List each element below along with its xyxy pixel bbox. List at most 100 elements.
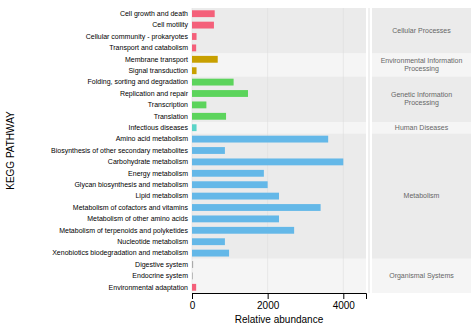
- y-tick-label: Digestive system: [135, 261, 188, 269]
- group-box: [372, 8, 471, 54]
- y-tick: Energy metabolism: [128, 170, 188, 178]
- bar: [192, 158, 343, 165]
- group-box: [372, 133, 471, 258]
- y-tick-label: Translation: [154, 113, 188, 120]
- bar: [192, 193, 279, 200]
- y-tick: Environmental adaptation: [109, 284, 188, 292]
- group-bands: [192, 8, 366, 293]
- x-tick-mark: [192, 293, 193, 299]
- x-tick: 2000: [257, 293, 280, 311]
- x-axis-line: [193, 294, 367, 300]
- y-tick: Signal transduction: [128, 67, 188, 75]
- y-tick-label: Infectious diseases: [128, 124, 188, 131]
- grid: [192, 8, 343, 293]
- group-label: Cellular Processes: [392, 27, 451, 34]
- y-tick-label: Transcription: [148, 101, 188, 109]
- y-tick-label: Cell growth and death: [120, 10, 188, 18]
- group-box: [372, 54, 471, 77]
- bar: [192, 22, 214, 29]
- y-tick: Folding, sorting and degradation: [88, 78, 189, 86]
- y-tick: Metabolism of terpenoids and polyketides: [59, 227, 188, 235]
- bar: [192, 10, 215, 17]
- group-label-line: Genetic Information: [391, 91, 452, 98]
- y-tick: Cell growth and death: [120, 10, 188, 18]
- group-label-line: Metabolism: [404, 192, 440, 199]
- bar: [192, 250, 229, 257]
- bar: [192, 44, 196, 51]
- group-label: Organismal Systems: [389, 272, 454, 280]
- bar: [192, 181, 268, 188]
- y-tick-label: Environmental adaptation: [109, 284, 188, 292]
- bar: [192, 272, 193, 279]
- x-tick-mark: [343, 293, 344, 299]
- y-tick-label: Lipid metabolism: [135, 192, 188, 200]
- x-tick-mark: [268, 293, 269, 299]
- bar: [192, 170, 264, 177]
- group-label: Genetic InformationProcessing: [391, 91, 452, 107]
- group-label-line: Environmental Information: [381, 57, 463, 64]
- group-label: Metabolism: [404, 192, 440, 199]
- x-axis: 0 2000 4000: [190, 293, 367, 311]
- y-tick: Transport and catabolism: [109, 44, 188, 52]
- bar: [192, 227, 294, 234]
- y-tick: Translation: [154, 113, 188, 120]
- group-box: [372, 259, 471, 293]
- y-tick: Nucleotide metabolism: [117, 238, 188, 245]
- y-tick-label: Glycan biosynthesis and metabolism: [74, 181, 188, 189]
- y-tick: Biosynthesis of other secondary metaboli…: [51, 147, 188, 155]
- group-label-line: Cellular Processes: [392, 27, 451, 34]
- y-tick: Xenobiotics biodegradation and metabolis…: [52, 249, 188, 257]
- bar: [192, 238, 225, 245]
- y-tick: Cellular community - prokaryotes: [86, 33, 189, 41]
- y-tick-label: Membrane transport: [125, 56, 188, 64]
- y-tick: Amino acid metabolism: [116, 135, 189, 142]
- y-tick-label: Carbohydrate metabolism: [108, 158, 188, 166]
- bar: [192, 67, 197, 74]
- bar: [192, 136, 328, 143]
- bar: [192, 101, 206, 108]
- y-tick-label: Endocrine system: [132, 272, 188, 280]
- y-tick: Digestive system: [135, 261, 188, 269]
- y-tick-label: Transport and catabolism: [109, 44, 188, 52]
- bar: [192, 215, 279, 222]
- y-tick-label: Metabolism of cofactors and vitamins: [73, 204, 189, 211]
- y-tick-label: Folding, sorting and degradation: [88, 78, 189, 86]
- bar: [192, 147, 225, 154]
- x-axis-title: Relative abundance: [235, 314, 324, 325]
- bar: [192, 204, 321, 211]
- y-tick: Transcription: [148, 101, 188, 109]
- y-tick-label: Nucleotide metabolism: [117, 238, 188, 245]
- y-tick: Carbohydrate metabolism: [108, 158, 188, 166]
- y-tick: Cell motility: [152, 21, 188, 29]
- group-band: [192, 8, 366, 54]
- y-tick: Infectious diseases: [128, 124, 188, 131]
- y-tick-label: Signal transduction: [128, 67, 188, 75]
- y-axis-title: KEGG PATHWAY: [5, 111, 16, 190]
- y-axis: Cell growth and death Cell motility Cellul…: [51, 10, 189, 292]
- y-tick: Membrane transport: [125, 56, 188, 64]
- grid-line: [343, 8, 344, 293]
- y-tick-label: Metabolism of other amino acids: [87, 215, 188, 222]
- y-tick-label: Cellular community - prokaryotes: [86, 33, 189, 41]
- bars: [192, 10, 343, 290]
- group-band: [192, 76, 366, 122]
- x-tick-label: 4000: [333, 300, 356, 311]
- y-tick-label: Biosynthesis of other secondary metaboli…: [51, 147, 188, 155]
- group-panel: Cellular Processes Environmental Informat…: [372, 8, 471, 293]
- group-label-line: Human Diseases: [395, 124, 449, 131]
- group-band: [192, 133, 366, 258]
- x-tick-label: 0: [190, 300, 196, 311]
- y-tick-label: Cell motility: [152, 21, 188, 29]
- grid-line: [267, 8, 268, 293]
- y-tick: Metabolism of other amino acids: [87, 215, 188, 222]
- group-label: Human Diseases: [395, 124, 449, 131]
- y-tick: Lipid metabolism: [135, 192, 188, 200]
- group-label-line: Processing: [404, 99, 439, 107]
- y-tick-label: Metabolism of terpenoids and polyketides: [59, 227, 188, 235]
- plot-area: 0 2000 4000 Cell growth and death Cell motil…: [51, 8, 366, 311]
- y-tick: Replication and repair: [120, 90, 189, 98]
- bar: [192, 284, 196, 291]
- separator: [369, 8, 370, 293]
- x-tick-label: 2000: [257, 300, 280, 311]
- chart: 0 2000 4000 Cell growth and death Cell motil…: [0, 0, 474, 329]
